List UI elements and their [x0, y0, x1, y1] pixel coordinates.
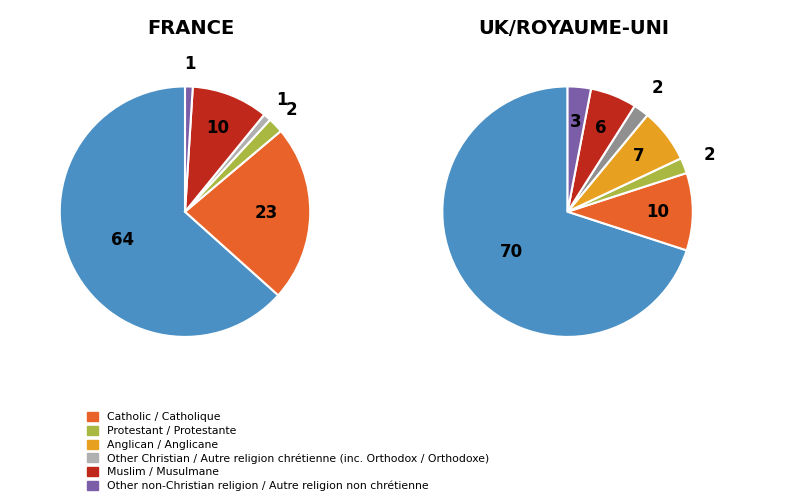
Wedge shape	[185, 87, 193, 212]
Text: 7: 7	[633, 147, 645, 165]
Wedge shape	[567, 173, 693, 250]
Wedge shape	[567, 87, 591, 212]
Title: UK/ROYAUME-UNI: UK/ROYAUME-UNI	[478, 19, 669, 38]
Text: 64: 64	[111, 231, 134, 249]
Wedge shape	[567, 89, 634, 212]
Text: 10: 10	[206, 119, 230, 137]
Text: 1: 1	[184, 55, 195, 73]
Text: 23: 23	[255, 204, 278, 222]
Wedge shape	[185, 120, 281, 212]
Wedge shape	[567, 115, 681, 212]
Text: 10: 10	[646, 203, 669, 221]
Wedge shape	[185, 114, 270, 212]
Text: 2: 2	[286, 101, 298, 118]
Text: 1: 1	[277, 91, 288, 109]
Text: 2: 2	[652, 79, 663, 97]
Wedge shape	[185, 131, 310, 295]
Wedge shape	[185, 87, 264, 212]
Text: 6: 6	[595, 119, 607, 137]
Legend: Catholic / Catholique, Protestant / Protestante, Anglican / Anglicane, Other Chr: Catholic / Catholique, Protestant / Prot…	[85, 410, 491, 493]
Text: 70: 70	[501, 243, 524, 261]
Wedge shape	[442, 87, 687, 337]
Text: 3: 3	[570, 113, 582, 131]
Wedge shape	[60, 87, 278, 337]
Text: 2: 2	[704, 147, 716, 164]
Wedge shape	[567, 158, 687, 212]
Title: FRANCE: FRANCE	[147, 19, 235, 38]
Wedge shape	[567, 106, 647, 212]
